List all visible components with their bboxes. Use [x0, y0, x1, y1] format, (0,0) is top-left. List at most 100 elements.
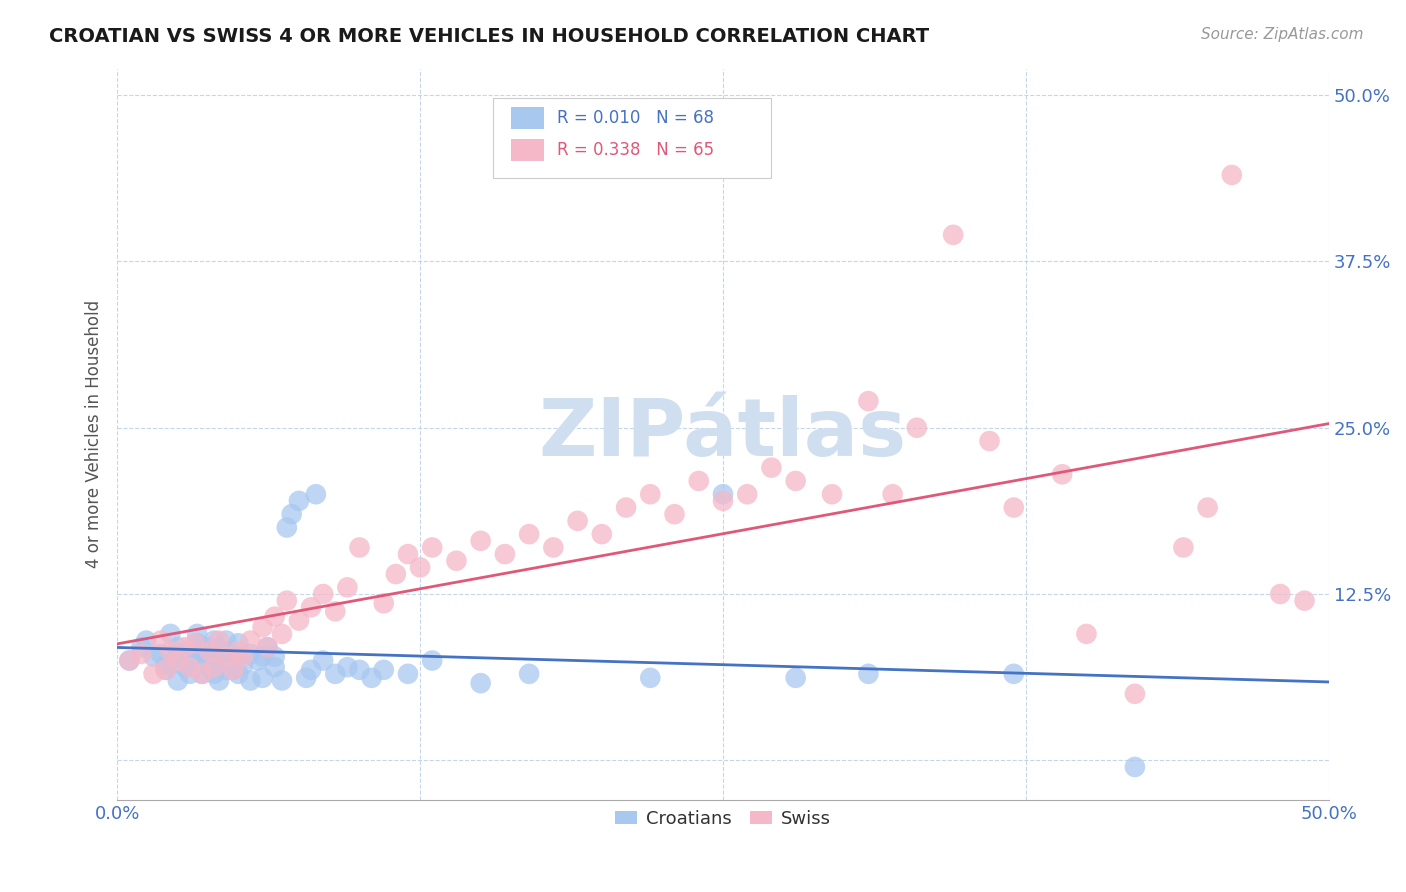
Point	[263, 649, 285, 664]
Point	[1002, 666, 1025, 681]
Point	[142, 649, 165, 664]
Point	[323, 604, 346, 618]
Point	[118, 654, 141, 668]
Point	[191, 644, 214, 658]
Point	[246, 654, 269, 668]
Point	[142, 666, 165, 681]
Point	[232, 649, 254, 664]
Point	[360, 671, 382, 685]
Point	[470, 533, 492, 548]
Point	[288, 494, 311, 508]
Point	[155, 663, 177, 677]
Point	[305, 487, 328, 501]
FancyBboxPatch shape	[492, 98, 772, 178]
Point	[135, 633, 157, 648]
Point	[159, 644, 181, 658]
Point	[191, 654, 214, 668]
Point	[336, 660, 359, 674]
Point	[166, 654, 188, 668]
Point	[202, 633, 225, 648]
Point	[179, 660, 201, 674]
Point	[179, 657, 201, 672]
Point	[821, 487, 844, 501]
Point	[191, 666, 214, 681]
Point	[1123, 760, 1146, 774]
Point	[183, 647, 205, 661]
Point	[1002, 500, 1025, 515]
Point	[179, 666, 201, 681]
Point	[208, 654, 231, 668]
Text: ZIPátlas: ZIPátlas	[538, 395, 907, 474]
Point	[373, 663, 395, 677]
Point	[174, 640, 197, 655]
Point	[299, 663, 322, 677]
Point	[202, 660, 225, 674]
Point	[131, 640, 153, 655]
Text: Source: ZipAtlas.com: Source: ZipAtlas.com	[1201, 27, 1364, 42]
Point	[882, 487, 904, 501]
Point	[688, 474, 710, 488]
Point	[517, 666, 540, 681]
Point	[1076, 627, 1098, 641]
Point	[1270, 587, 1292, 601]
Point	[1173, 541, 1195, 555]
Point	[276, 593, 298, 607]
Point	[664, 507, 686, 521]
Point	[252, 671, 274, 685]
Point	[640, 671, 662, 685]
Point	[858, 666, 880, 681]
Point	[420, 541, 443, 555]
Point	[239, 633, 262, 648]
Point	[979, 434, 1001, 448]
Point	[396, 547, 419, 561]
Point	[198, 640, 221, 655]
Text: CROATIAN VS SWISS 4 OR MORE VEHICLES IN HOUSEHOLD CORRELATION CHART: CROATIAN VS SWISS 4 OR MORE VEHICLES IN …	[49, 27, 929, 45]
Point	[1197, 500, 1219, 515]
Point	[1123, 687, 1146, 701]
Point	[276, 520, 298, 534]
Point	[711, 494, 734, 508]
Point	[198, 660, 221, 674]
Point	[228, 649, 250, 664]
Point	[349, 541, 371, 555]
Point	[239, 647, 262, 661]
Point	[1050, 467, 1073, 482]
Point	[228, 644, 250, 658]
Point	[323, 666, 346, 681]
Legend: Croatians, Swiss: Croatians, Swiss	[609, 803, 838, 835]
Point	[174, 660, 197, 674]
Point	[215, 649, 238, 664]
Point	[186, 627, 208, 641]
Point	[409, 560, 432, 574]
Point	[567, 514, 589, 528]
Point	[271, 627, 294, 641]
Point	[149, 633, 172, 648]
Point	[222, 663, 245, 677]
Point	[166, 640, 188, 655]
Point	[280, 507, 302, 521]
Point	[202, 649, 225, 664]
Text: R = 0.010   N = 68: R = 0.010 N = 68	[557, 109, 714, 127]
Point	[208, 633, 231, 648]
Point	[263, 660, 285, 674]
Point	[159, 627, 181, 641]
Point	[263, 609, 285, 624]
Point	[208, 673, 231, 688]
Point	[295, 671, 318, 685]
Point	[543, 541, 565, 555]
Point	[186, 636, 208, 650]
Point	[640, 487, 662, 501]
Point	[202, 666, 225, 681]
Point	[299, 600, 322, 615]
Point	[785, 671, 807, 685]
Point	[614, 500, 637, 515]
Point	[198, 644, 221, 658]
Point	[373, 596, 395, 610]
Point	[1220, 168, 1243, 182]
Point	[470, 676, 492, 690]
Point	[420, 654, 443, 668]
Point	[118, 654, 141, 668]
Y-axis label: 4 or more Vehicles in Household: 4 or more Vehicles in Household	[86, 301, 103, 568]
Point	[312, 654, 335, 668]
Point	[385, 567, 408, 582]
